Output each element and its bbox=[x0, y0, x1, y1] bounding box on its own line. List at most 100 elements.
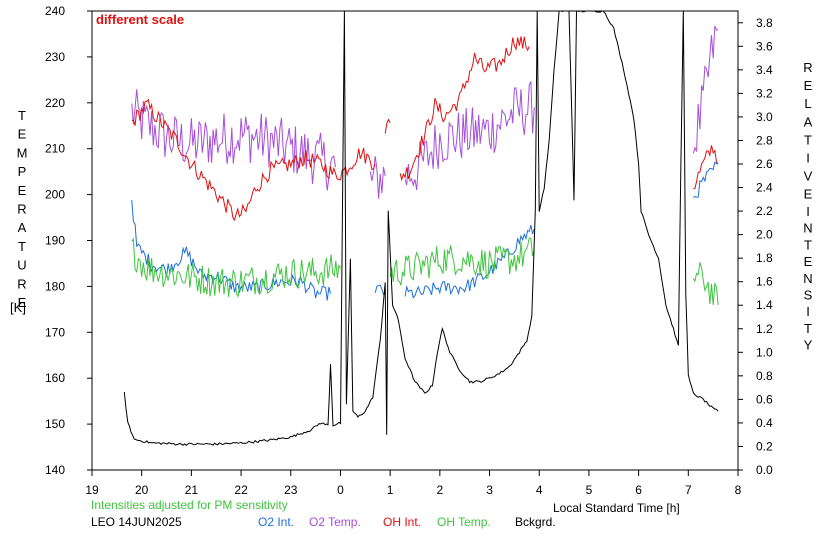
axis-title-letter: R bbox=[17, 276, 26, 291]
x-tick-label: 8 bbox=[735, 483, 742, 497]
right-tick-label: 3.4 bbox=[756, 63, 773, 77]
legend-item: OH Temp. bbox=[437, 515, 491, 529]
x-tick-label: 0 bbox=[337, 483, 344, 497]
left-tick-label: 170 bbox=[45, 325, 65, 339]
axis-title-letter: L bbox=[804, 96, 811, 111]
axis-title-letter: S bbox=[804, 288, 813, 303]
axis-title-letter: T bbox=[804, 237, 812, 252]
series-line bbox=[692, 262, 719, 305]
axis-title-letter: R bbox=[17, 202, 26, 217]
left-tick-label: 220 bbox=[45, 96, 65, 110]
axis-title-letter: N bbox=[803, 221, 812, 236]
x-tick-label: 22 bbox=[234, 483, 248, 497]
right-tick-label: 0.6 bbox=[756, 392, 773, 406]
series-line bbox=[123, 11, 719, 446]
site-date-label: LEO 14JUN2025 bbox=[91, 515, 182, 529]
left-tick-label: 140 bbox=[45, 463, 65, 477]
axis-title-letter: V bbox=[804, 169, 813, 184]
legend-item: OH Int. bbox=[383, 515, 421, 529]
legend-item: O2 Temp. bbox=[309, 515, 361, 529]
axis-title-letter: T bbox=[18, 239, 26, 254]
axis-title-letter: A bbox=[18, 220, 27, 235]
right-tick-label: 1.8 bbox=[756, 251, 773, 265]
axis-title-letter: R bbox=[803, 60, 812, 75]
axis-title-letter: E bbox=[18, 295, 27, 310]
series-line bbox=[693, 161, 719, 198]
x-tick-label: 7 bbox=[685, 483, 692, 497]
x-tick-label: 2 bbox=[437, 483, 444, 497]
axis-title-letter: I bbox=[806, 151, 810, 166]
right-tick-label: 3.8 bbox=[756, 16, 773, 30]
series-oh-int- bbox=[131, 36, 719, 222]
left-tick-label: 200 bbox=[45, 188, 65, 202]
right-tick-label: 1.4 bbox=[756, 298, 773, 312]
right-tick-label: 2.8 bbox=[756, 133, 773, 147]
x-tick-label: 19 bbox=[85, 483, 99, 497]
left-tick-label: 160 bbox=[45, 371, 65, 385]
series-line bbox=[384, 118, 391, 134]
series-bckgrd- bbox=[123, 11, 719, 446]
left-tick-label: 190 bbox=[45, 234, 65, 248]
axis-title-letter: I bbox=[806, 204, 810, 219]
legend: O2 Int. O2 Temp. OH Int. OH Temp. Bckgrd. bbox=[258, 515, 556, 529]
x-tick-label: 5 bbox=[586, 483, 593, 497]
axis-title-letter: Y bbox=[804, 338, 813, 353]
x-tick-label: 4 bbox=[536, 483, 543, 497]
right-tick-label: 2.0 bbox=[756, 228, 773, 242]
series-line bbox=[404, 80, 535, 191]
x-tick-label: 3 bbox=[486, 483, 493, 497]
axis-title-letter: T bbox=[18, 108, 26, 123]
axis-title-letter: T bbox=[804, 132, 812, 147]
left-tick-label: 150 bbox=[45, 417, 65, 431]
axis-title-letter: E bbox=[18, 183, 27, 198]
series-line bbox=[369, 156, 386, 199]
right-tick-label: 0.8 bbox=[756, 369, 773, 383]
series-line bbox=[374, 284, 386, 296]
series-line bbox=[692, 25, 719, 154]
plot-frame bbox=[91, 10, 739, 471]
axis-title-letter: E bbox=[804, 187, 813, 202]
x-tick-label: 20 bbox=[135, 483, 149, 497]
series-oh-temp- bbox=[131, 237, 719, 305]
axis-title-letter: E bbox=[18, 127, 27, 142]
right-tick-label: 0.4 bbox=[756, 416, 773, 430]
scale-note: different scale bbox=[96, 12, 184, 27]
x-tick-label: 23 bbox=[284, 483, 298, 497]
series-line bbox=[131, 98, 376, 222]
legend-item: Bckgrd. bbox=[515, 515, 556, 529]
right-tick-label: 0.2 bbox=[756, 439, 773, 453]
series-o2-temp- bbox=[131, 25, 719, 199]
axis-title-letter: I bbox=[806, 304, 810, 319]
right-tick-label: 3.6 bbox=[756, 39, 773, 53]
x-tick-label: 6 bbox=[635, 483, 642, 497]
left-axis-ticks: 140 150 160 170 180 190 200 210 220 230 240 bbox=[45, 4, 92, 477]
pm-sensitivity-note: Intensities adjusted for PM sensitivity bbox=[91, 498, 288, 512]
x-tick-label: 1 bbox=[387, 483, 394, 497]
right-tick-label: 1.6 bbox=[756, 275, 773, 289]
right-axis-ticks: 0.0 0.2 0.4 0.6 0.8 1.0 1.2 1.4 1.6 1.8 2.0 2.2 2.4 2… bbox=[738, 16, 773, 477]
left-axis-unit: [K] bbox=[10, 300, 26, 315]
left-tick-label: 180 bbox=[45, 279, 65, 293]
right-tick-label: 1.0 bbox=[756, 345, 773, 359]
series-line bbox=[131, 200, 331, 301]
series-line bbox=[399, 36, 530, 182]
series-layer bbox=[123, 11, 719, 446]
series-line bbox=[131, 89, 336, 191]
axis-title-letter: M bbox=[17, 145, 28, 160]
axis-title-letter: A bbox=[804, 114, 813, 129]
legend-item: O2 Int. bbox=[258, 515, 294, 529]
right-tick-label: 2.4 bbox=[756, 181, 773, 195]
series-line bbox=[404, 224, 535, 299]
right-tick-label: 2.6 bbox=[756, 157, 773, 171]
left-tick-label: 230 bbox=[45, 50, 65, 64]
right-tick-label: 2.2 bbox=[756, 204, 773, 218]
axis-title-letter: U bbox=[17, 258, 26, 273]
series-line bbox=[693, 145, 719, 190]
right-tick-label: 0.0 bbox=[756, 463, 773, 477]
series-line bbox=[389, 237, 535, 286]
right-tick-label: 3.0 bbox=[756, 110, 773, 124]
right-tick-label: 3.2 bbox=[756, 86, 773, 100]
right-tick-label: 1.2 bbox=[756, 322, 773, 336]
x-tick-label: 21 bbox=[185, 483, 199, 497]
